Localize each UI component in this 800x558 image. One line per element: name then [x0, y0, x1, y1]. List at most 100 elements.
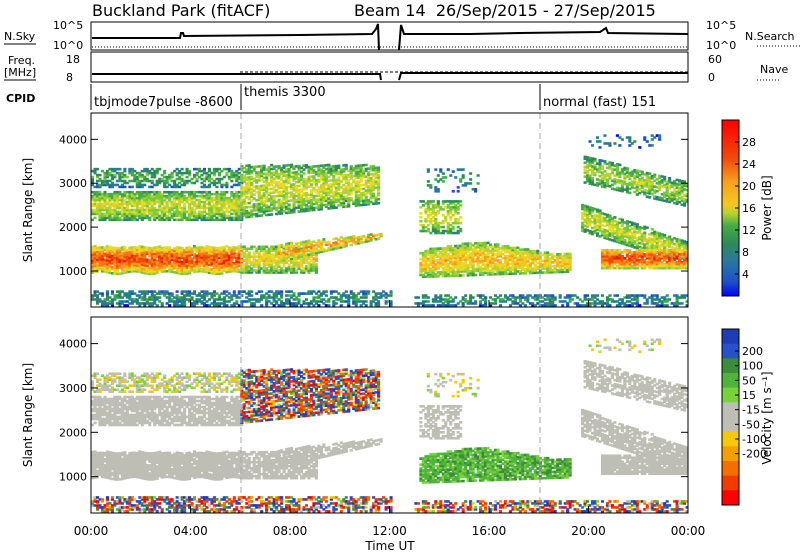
station-title: Buckland Park (fitACF)	[92, 1, 270, 20]
nave-tick-bottom: 0	[708, 71, 715, 84]
power-cell	[288, 203, 291, 206]
power-cell	[280, 177, 283, 180]
power-cell	[250, 294, 253, 297]
power-cell	[554, 296, 557, 299]
power-cell	[365, 300, 368, 303]
power-cell	[325, 294, 328, 297]
power-cell	[297, 246, 300, 249]
power-cell	[215, 186, 218, 189]
cpid-panel: CPID tbjmode7pulse -8600 themis 3300 nor…	[6, 84, 656, 110]
cpid-label: CPID	[6, 92, 35, 105]
power-cell	[168, 246, 171, 249]
power-cell	[176, 290, 179, 293]
nave-tick-top: 60	[708, 53, 722, 66]
nsearch-label: N.Search	[745, 30, 795, 43]
power-cell	[288, 168, 291, 171]
power-cell	[372, 193, 375, 196]
power-cell	[462, 274, 465, 277]
power-cell	[280, 290, 283, 293]
power-cell	[188, 170, 191, 173]
power-cell	[143, 184, 146, 187]
power-cell	[335, 302, 338, 305]
power-cell	[571, 298, 574, 301]
power-cell	[454, 296, 457, 299]
power-cell	[561, 304, 564, 307]
power-cell	[248, 202, 251, 205]
power-cell	[335, 206, 338, 209]
power-cell	[317, 304, 320, 307]
power-cell	[243, 198, 246, 201]
power-cell	[111, 290, 114, 293]
power-cell	[616, 294, 619, 297]
power-cell	[250, 290, 253, 293]
nsky-tick-bottom: 10^0	[53, 39, 83, 52]
power-cell	[365, 164, 368, 167]
power-cell	[345, 290, 348, 293]
power-cell	[123, 186, 126, 189]
power-cell	[499, 294, 502, 297]
power-cell	[350, 197, 353, 200]
power-cell	[327, 176, 330, 179]
nave-label: Nave	[760, 63, 788, 76]
power-cell	[380, 233, 383, 236]
power-cell	[337, 165, 340, 168]
power-cell	[248, 251, 251, 254]
power-cell	[250, 200, 253, 203]
power-cell	[98, 174, 101, 177]
power-cell	[250, 182, 253, 185]
power-cell	[638, 304, 641, 307]
power-cell	[193, 290, 196, 293]
power-cell	[260, 304, 263, 307]
power-cell	[312, 175, 315, 178]
power-cell	[297, 185, 300, 188]
power-cell	[432, 304, 435, 307]
freq-panel: Freq. [MHz] 18 8 Nave 60 0	[4, 52, 788, 84]
power-cell	[181, 168, 184, 171]
power-cell	[350, 183, 353, 186]
power-cell	[302, 172, 305, 175]
power-cell	[601, 294, 604, 297]
power-cell	[118, 168, 121, 171]
power-cell	[101, 292, 104, 295]
power-cell	[377, 174, 380, 177]
cpid-mode-3: normal (fast) 151	[543, 95, 656, 110]
power-cell	[230, 180, 233, 183]
power-cell	[310, 183, 313, 186]
nsky-trace	[92, 24, 688, 50]
power-cell	[559, 294, 562, 297]
power-cell	[427, 300, 430, 303]
power-cell	[417, 296, 420, 299]
power-cell	[106, 290, 109, 293]
power-cell	[345, 164, 348, 167]
power-cell	[643, 294, 646, 297]
power-cell	[292, 292, 295, 295]
nsearch-tick-bottom: 10^0	[706, 39, 736, 52]
power-cell	[347, 179, 350, 182]
power-cell	[171, 292, 174, 295]
nsky-panel: N.Sky 10^5 10^0 N.Search 10^5 10^0	[4, 19, 800, 52]
power-cell	[666, 294, 669, 297]
power-cell	[377, 237, 380, 240]
power-cell	[608, 294, 611, 297]
power-cell	[275, 169, 278, 172]
power-cell	[235, 300, 238, 303]
power-cell	[208, 168, 211, 171]
beam-date-title: Beam 14 26/Sep/2015 - 27/Sep/2015	[354, 1, 656, 20]
power-cell	[123, 246, 126, 249]
power-cell	[156, 304, 159, 307]
power-cell	[472, 296, 475, 299]
power-cell	[427, 296, 430, 299]
power-cell	[439, 294, 442, 297]
power-cell	[203, 168, 206, 171]
power-cell	[332, 175, 335, 178]
power-cell	[225, 182, 228, 185]
power-cell	[263, 165, 266, 168]
power-cell	[327, 241, 330, 244]
power-cell	[474, 274, 477, 277]
power-cell	[302, 168, 305, 171]
power-cell	[496, 243, 499, 246]
power-cell	[666, 304, 669, 307]
nsky-label: N.Sky	[4, 30, 36, 43]
power-cell	[327, 304, 330, 307]
power-cell	[96, 168, 99, 171]
